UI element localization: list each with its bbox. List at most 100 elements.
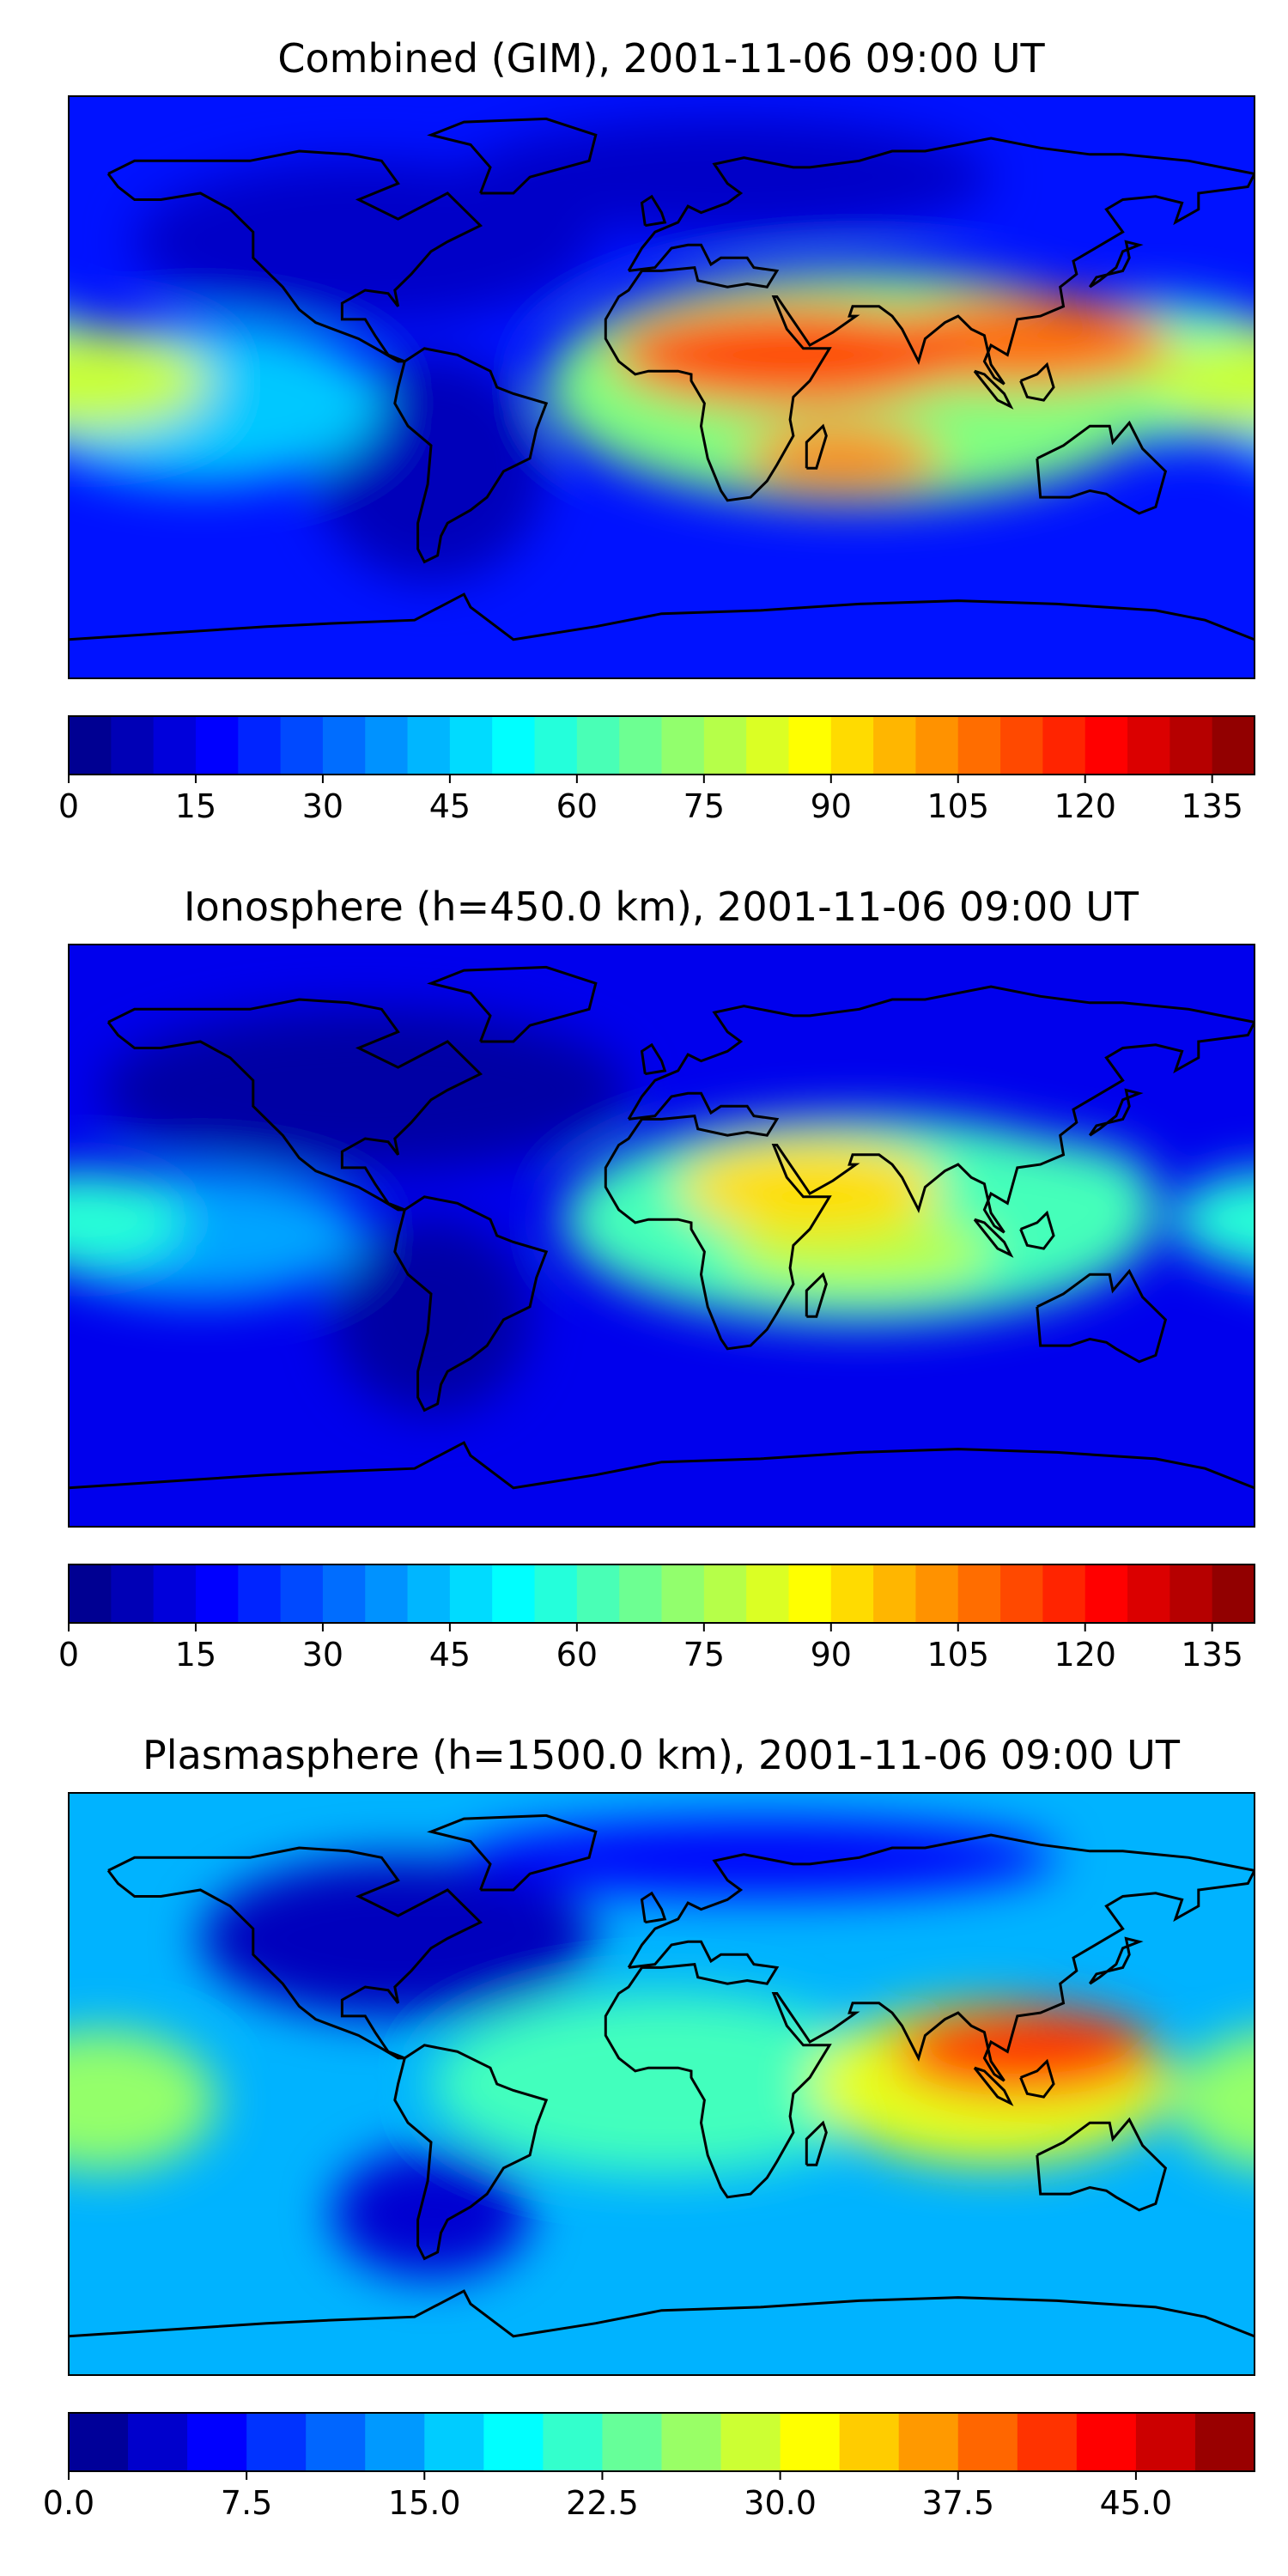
colorbar-segment: [1000, 716, 1043, 775]
colorbar-segments: [69, 2413, 1255, 2471]
colorbar: 0.0 7.5 15.0 22.5 30.0 37.5 45.0: [43, 2412, 1255, 2522]
colorbar-tick-label: 90: [811, 787, 852, 825]
colorbar-frame: [68, 715, 1255, 775]
colorbar-tick-label: 135: [1181, 1636, 1243, 1674]
map-area: [68, 95, 1255, 679]
colorbar-tick-label: 30: [302, 1636, 343, 1674]
coastline-antarctica: [69, 1441, 1255, 1490]
colorbar-ticks: 0 15 30 45 60 75 90 105 120 135: [58, 775, 1243, 825]
heat-blob: [1172, 1171, 1255, 1267]
map-frame: [68, 95, 1255, 679]
colorbar-segment: [111, 1564, 155, 1623]
coastline-southAmerica: [393, 2044, 549, 2261]
colorbar-frame: [68, 1564, 1255, 1624]
colorbar-segment: [1084, 1564, 1128, 1623]
colorbar-segment: [153, 1564, 197, 1623]
coastline-antarctica: [69, 2289, 1255, 2338]
colorbar-segment: [830, 1564, 874, 1623]
coastline-australia: [1036, 2117, 1168, 2212]
heat-blob: [69, 2028, 217, 2172]
coastlines: [69, 117, 1255, 641]
heat-blob: [69, 1170, 185, 1268]
colorbar-segment: [238, 1564, 282, 1623]
colorbar-segment: [1042, 716, 1086, 775]
map-area: [68, 944, 1255, 1528]
colorbar-segment: [957, 1564, 1001, 1623]
coastline-japan: [1088, 1936, 1144, 1985]
heat-blob: [892, 2006, 1156, 2098]
heat-blob: [1145, 329, 1255, 433]
coastline-sumatra: [973, 2066, 1014, 2106]
coastline-australia: [1036, 420, 1168, 515]
colorbar-segment: [839, 2413, 900, 2471]
coastline-northAmerica: [106, 1846, 483, 2060]
coastline-uk: [640, 194, 667, 228]
colorbar-segment: [483, 2413, 544, 2471]
colorbar-segment: [187, 2413, 247, 2471]
colorbar-tick-label: 45: [429, 787, 471, 825]
colorbar-segment: [788, 1564, 832, 1623]
heat-blob: [1172, 2032, 1255, 2169]
colorbar-tick-label: 0.0: [43, 2484, 94, 2522]
colorbar-tick-label: 30: [302, 787, 343, 825]
colorbar-segment: [280, 1564, 324, 1623]
map-area: [68, 1792, 1255, 2376]
coastline-northAmerica: [106, 149, 483, 363]
coastline-madagascar: [805, 1272, 828, 1318]
colorbar-segment: [492, 1564, 536, 1623]
colorbar: 0 15 30 45 60 75 90 105 120 135: [58, 1564, 1255, 1674]
colorbar-segment: [69, 716, 112, 775]
colorbar-segment: [195, 1564, 239, 1623]
colorbar-tick-label: 120: [1054, 787, 1116, 825]
colorbar-segment: [322, 1564, 366, 1623]
colorbar-segment: [873, 716, 917, 775]
colorbar-segment: [661, 2413, 722, 2471]
colorbar-segment: [424, 2413, 484, 2471]
colorbar-segment: [1170, 1564, 1213, 1623]
colorbar-segment: [322, 716, 366, 775]
coastline-southAmerica: [393, 347, 549, 564]
coastline-northAmerica: [106, 998, 483, 1212]
map-title: Ionosphere (h=450.0 km), 2001-11-06 09:0…: [184, 884, 1139, 930]
colorbar-segment: [576, 716, 620, 775]
colorbar-segment: [365, 716, 409, 775]
panel-combined: Combined (GIM), 2001-11-06 09:00 UT 0 15 3…: [58, 35, 1255, 825]
map-frame: [68, 944, 1255, 1528]
coastline-antarctica: [69, 592, 1255, 641]
colorbar-segment: [543, 2413, 604, 2471]
coastlines: [69, 965, 1255, 1490]
map-frame: [68, 1792, 1255, 2376]
heat-blobs: [69, 118, 1255, 581]
colorbar-frame: [68, 2412, 1255, 2472]
colorbar-segment: [788, 716, 832, 775]
colorbar-tick-label: 45.0: [1100, 2484, 1173, 2522]
heat-blob: [331, 2148, 531, 2279]
colorbar-segment: [365, 2413, 425, 2471]
colorbar-segment: [746, 1564, 790, 1623]
coastline-eurasiaAfrica: [604, 985, 1255, 1351]
heat-blob: [331, 1219, 531, 1414]
colorbar-segment: [111, 716, 155, 775]
colorbar-tick-label: 75: [683, 1636, 725, 1674]
colorbar-segment: [238, 716, 282, 775]
colorbar-segment: [957, 716, 1001, 775]
colorbar-segment: [703, 1564, 747, 1623]
colorbar-segment: [576, 1564, 620, 1623]
colorbar-tick-label: 135: [1181, 787, 1243, 825]
colorbar-segment: [1042, 1564, 1086, 1623]
colorbar-tick-label: 15.0: [388, 2484, 461, 2522]
heat-layer: [69, 1793, 1255, 2375]
colorbar-segment: [128, 2413, 188, 2471]
heat-blob: [744, 426, 942, 491]
colorbar-segment: [365, 1564, 409, 1623]
coastline-greenland: [427, 117, 598, 195]
colorbar-segment: [720, 2413, 781, 2471]
colorbar-segment: [1135, 2413, 1196, 2471]
colorbar-ticks: 0.0 7.5 15.0 22.5 30.0 37.5 45.0: [43, 2471, 1172, 2522]
colorbar-tick-label: 105: [927, 787, 989, 825]
colorbar-segment: [780, 2413, 841, 2471]
colorbar-tick-label: 30.0: [744, 2484, 817, 2522]
coastline-sumatra: [973, 1218, 1014, 1258]
heat-blob: [611, 303, 975, 407]
